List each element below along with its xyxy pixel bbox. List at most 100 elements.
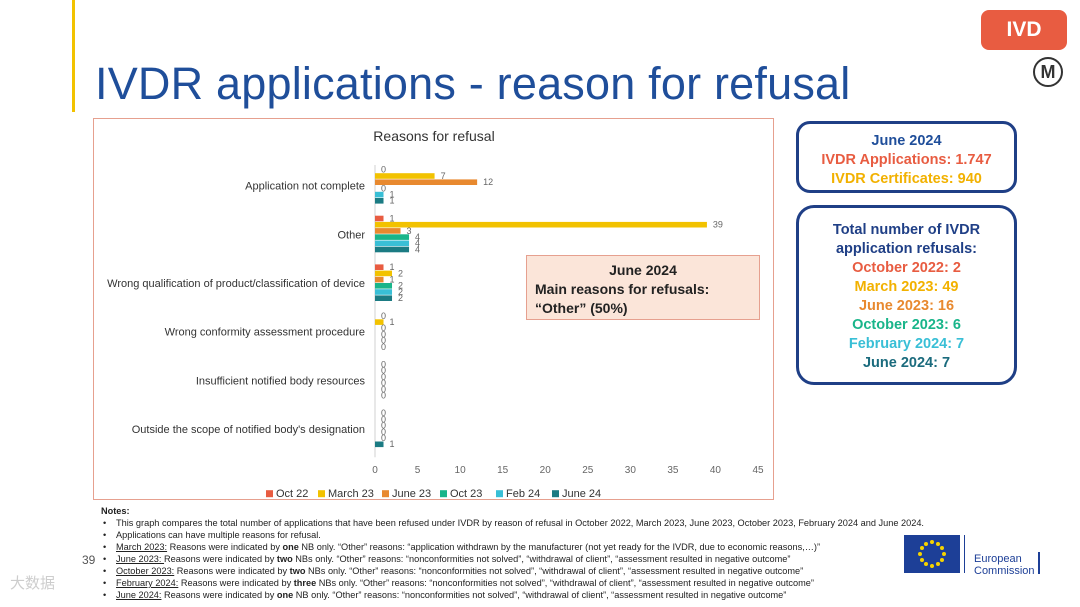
x-tick-label: 25 [582,465,594,476]
note-text: This graph compares the total number of … [116,518,924,528]
note-text: NBs only. “Other” reasons: “nonconformit… [292,554,791,564]
note-text: Reasons were indicated by [164,554,277,564]
data-label: 0 [381,329,386,339]
legend-label: March 23 [328,488,374,500]
data-label: 12 [483,177,493,187]
data-label: 0 [381,378,386,388]
legend-swatch [382,490,389,498]
ivd-badge: IVD [981,10,1067,50]
eu-star [936,562,940,567]
page-number: 39 [82,553,96,567]
data-label: 1 [390,213,395,223]
bar-june-23 [375,276,384,283]
legend-label: Feb 24 [506,488,540,500]
data-label: 0 [381,414,386,424]
category-label: Application not complete [245,181,365,193]
data-label: 39 [713,220,723,230]
bar-feb-24 [375,191,384,198]
note-item: Applications can have multiple reasons f… [101,529,1031,541]
summary-box: June 2024 IVDR Applications: 1.747 IVDR … [796,121,1017,193]
m-logo-icon: M [1033,57,1063,87]
bar-oct-23 [375,283,393,289]
data-label: 1 [390,196,395,206]
data-label: 0 [381,372,386,382]
category-label: Wrong qualification of product/classific… [107,278,365,290]
data-label: 0 [381,366,386,376]
refusal-item: June 2024: 7 [862,355,951,371]
x-tick-label: 40 [710,465,722,476]
refusal-item: February 2024: 7 [848,336,965,352]
note-label: June 2023: [116,554,165,564]
refusal-item: October 2023: 6 [852,317,961,333]
note-text: Reasons were indicated by [161,590,277,600]
refusal-title: Total number of IVDR application refusal… [832,222,981,257]
x-tick-label: 35 [667,465,679,476]
chart-title: Reasons for refusal [373,128,494,144]
eu-star [918,552,922,556]
note-item: This graph compares the total number of … [101,517,1031,529]
data-label: 4 [415,238,420,248]
category-label: Wrong conformity assessment procedure [165,327,365,339]
data-label: 0 [381,336,386,346]
note-emph: two [276,554,293,564]
data-label: 3 [407,226,412,236]
data-label: 2 [398,293,403,303]
data-label: 2 [398,281,403,291]
data-label: 1 [390,275,395,285]
x-tick-label: 30 [625,465,637,476]
category-label: Insufficient notified body resources [196,375,366,387]
note-text: Applications can have multiple reasons f… [116,530,321,540]
note-text: Reasons were indicated by [174,566,290,576]
data-label: 1 [390,190,395,200]
data-label: 0 [381,323,386,333]
refusal-bar-chart: Reasons for refusal Application not compl… [107,128,764,500]
callout-box: June 2024 Main reasons for refusals: “Ot… [526,255,760,320]
x-tick-label: 15 [497,465,509,476]
data-label: 2 [398,268,403,278]
bar-oct-22 [375,264,384,270]
bar-march-23 [375,319,384,325]
note-text: Reasons were indicated by [178,578,294,588]
summary-certificates: IVDR Certificates: 940 [831,171,982,187]
refusal-item: October 2022: 2 [852,260,961,276]
data-label: 7 [441,171,446,181]
eu-star [940,546,945,550]
legend-swatch [318,490,325,498]
note-label: February 2024: [116,578,179,588]
x-tick-label: 10 [455,465,467,476]
data-label: 4 [415,232,420,242]
data-label: 0 [381,360,386,370]
notes-section: Notes: This graph compares the total num… [101,505,1031,601]
note-text: NBs only. “Other” reasons: “nonconformit… [316,578,814,588]
eu-separator [964,535,965,573]
note-text: Reasons were indicated by [167,542,283,552]
x-tick-label: 20 [540,465,552,476]
eu-logo-text: European Commission [974,553,1035,577]
note-item: October 2023: Reasons were indicated by … [101,565,1031,577]
x-tick-label: 0 [372,465,378,476]
category-label: Other [337,229,365,241]
bar-oct-23 [375,234,410,240]
data-label: 0 [381,408,386,418]
eu-star [919,558,924,562]
summary-title: June 2024 [871,133,942,149]
note-emph: one [276,590,294,600]
bar-feb-24 [375,289,393,295]
x-tick-label: 5 [415,465,421,476]
eu-star [930,540,934,544]
watermark: 大数据 [10,575,56,592]
note-item: June 2023: Reasons were indicated by two… [101,553,1031,565]
data-label: 0 [381,421,386,431]
note-text: NBs only. “Other” reasons: “nonconformit… [305,566,804,576]
note-label: June 2024: [116,590,162,600]
eu-star [942,552,946,556]
data-label: 0 [381,427,386,437]
callout-line1: Main reasons for refusals: [535,281,710,297]
data-label: 1 [390,439,395,449]
bar-june-24 [375,441,384,448]
data-label: 4 [415,244,420,254]
callout-line2: “Other” (50%) [535,300,628,316]
legend-label: Oct 22 [276,488,308,500]
bar-june-23 [375,228,401,234]
bar-june-24 [375,198,384,204]
